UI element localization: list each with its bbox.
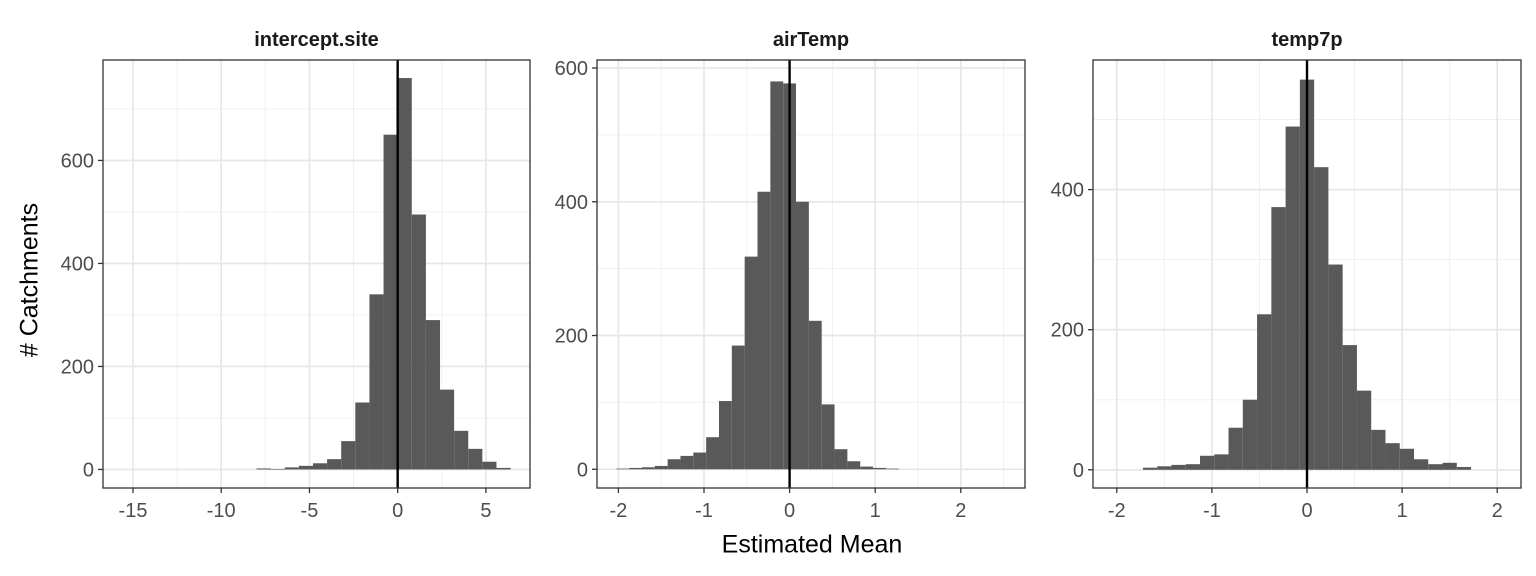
histogram-bar [1185, 464, 1200, 470]
x-tick-label: 1 [870, 500, 881, 522]
x-tick-label: 2 [955, 500, 966, 522]
histogram-bar [1371, 429, 1386, 470]
histogram-bar [440, 389, 455, 470]
histogram-bar [821, 404, 835, 470]
histogram-bar [1228, 427, 1243, 470]
panel-3: -2 -1 0 1 2 0 200 400 temp7p [1051, 29, 1522, 522]
x-tick-label: 0 [392, 500, 403, 522]
histogram-bar [834, 449, 848, 470]
x-tick-label: 1 [1397, 500, 1408, 522]
x-tick-label: -5 [301, 500, 319, 522]
histogram-bar [706, 437, 719, 470]
histogram-bar [369, 294, 384, 470]
y-tick-label: 400 [555, 192, 588, 214]
histogram-bar [1456, 466, 1472, 470]
histogram-bar [1428, 464, 1443, 470]
x-tick-label: -2 [1108, 500, 1126, 522]
histogram-bar [468, 448, 483, 470]
x-tick-label: -15 [119, 500, 148, 522]
histogram-bar [667, 459, 681, 470]
histogram-bar [312, 463, 328, 470]
panel-background [103, 60, 530, 488]
panel-1: -15 -10 -5 0 5 0 200 400 600 intercept.site [61, 29, 531, 522]
histogram-bar [1314, 167, 1329, 470]
histogram-bar [341, 441, 356, 470]
histogram-bar [1442, 462, 1457, 470]
panel-2: -2 -1 0 1 2 0 200 400 600 airTemp [555, 29, 1026, 522]
panel-title: temp7p [1271, 29, 1342, 51]
x-tick-label: -1 [1203, 500, 1221, 522]
histogram-bar [425, 320, 441, 470]
y-axis-label: # Catchments [15, 202, 44, 358]
histogram-bar [1171, 464, 1186, 470]
panel-title: airTemp [773, 29, 849, 51]
histogram-bar [1342, 345, 1357, 470]
histogram-bar [616, 468, 630, 470]
histogram-bar [355, 402, 370, 470]
histogram-bar [411, 214, 426, 470]
histogram-bar [1414, 459, 1429, 470]
panel-border [102, 59, 531, 489]
histogram-bar [1356, 390, 1372, 470]
histogram-bar [284, 467, 299, 470]
histogram-bar [731, 345, 745, 470]
histogram-bar [1285, 126, 1300, 470]
y-tick-label: 200 [1051, 320, 1084, 342]
histogram-bar [1257, 314, 1272, 470]
histogram-bar [860, 466, 874, 470]
histogram-bar [873, 467, 886, 470]
y-tick-label: 600 [555, 58, 588, 80]
histogram-bar [1328, 264, 1343, 470]
histogram-bar [718, 401, 732, 470]
x-tick-label: 5 [480, 500, 491, 522]
x-tick-label: -2 [610, 500, 628, 522]
panel-border [596, 59, 1026, 489]
y-tick-label: 0 [577, 459, 588, 481]
histogram-bar [327, 459, 342, 470]
histogram-bar [796, 201, 809, 470]
histogram-bar [496, 467, 511, 470]
histogram-bar [885, 468, 899, 470]
y-tick-label: 0 [83, 459, 94, 481]
histogram-bar [1399, 448, 1414, 470]
histogram-bar [482, 461, 497, 470]
panel-title: intercept.site [254, 29, 378, 51]
histogram-bar [757, 191, 771, 470]
histogram-bar [770, 81, 784, 470]
y-tick-label: 200 [555, 326, 588, 348]
x-tick-label: -10 [207, 500, 236, 522]
histogram-bar [847, 461, 861, 470]
histogram-bar [1142, 467, 1158, 470]
histogram-bar [693, 452, 707, 470]
x-axis-label: Estimated Mean [721, 530, 903, 559]
y-tick-label: 400 [1051, 180, 1084, 202]
histogram-bar [1271, 207, 1286, 470]
y-tick-label: 200 [61, 356, 94, 378]
histogram-bar [1200, 455, 1215, 470]
histogram-bar [1242, 399, 1258, 470]
histogram-bar [680, 455, 694, 470]
x-tick-label: 0 [784, 500, 795, 522]
histogram-bar [256, 468, 271, 470]
histogram-bar [1385, 443, 1400, 470]
histogram-bar [270, 468, 285, 470]
y-tick-label: 600 [61, 150, 94, 172]
histogram-bar [641, 467, 655, 470]
histogram-bar [298, 465, 313, 470]
x-tick-label: -1 [695, 500, 713, 522]
histogram-bar [629, 467, 642, 470]
histogram-bar [808, 320, 822, 470]
histogram-bar [1157, 466, 1172, 470]
x-tick-label: 0 [1301, 500, 1312, 522]
histogram-bar [1214, 454, 1229, 470]
histogram-bar [454, 430, 469, 470]
histogram-bar [397, 78, 412, 470]
x-tick-label: 2 [1492, 500, 1503, 522]
histogram-bar [654, 465, 668, 470]
y-tick-label: 400 [61, 253, 94, 275]
histogram-bar [383, 134, 398, 470]
histogram-bar [744, 256, 758, 470]
y-tick-label: 0 [1073, 460, 1084, 482]
